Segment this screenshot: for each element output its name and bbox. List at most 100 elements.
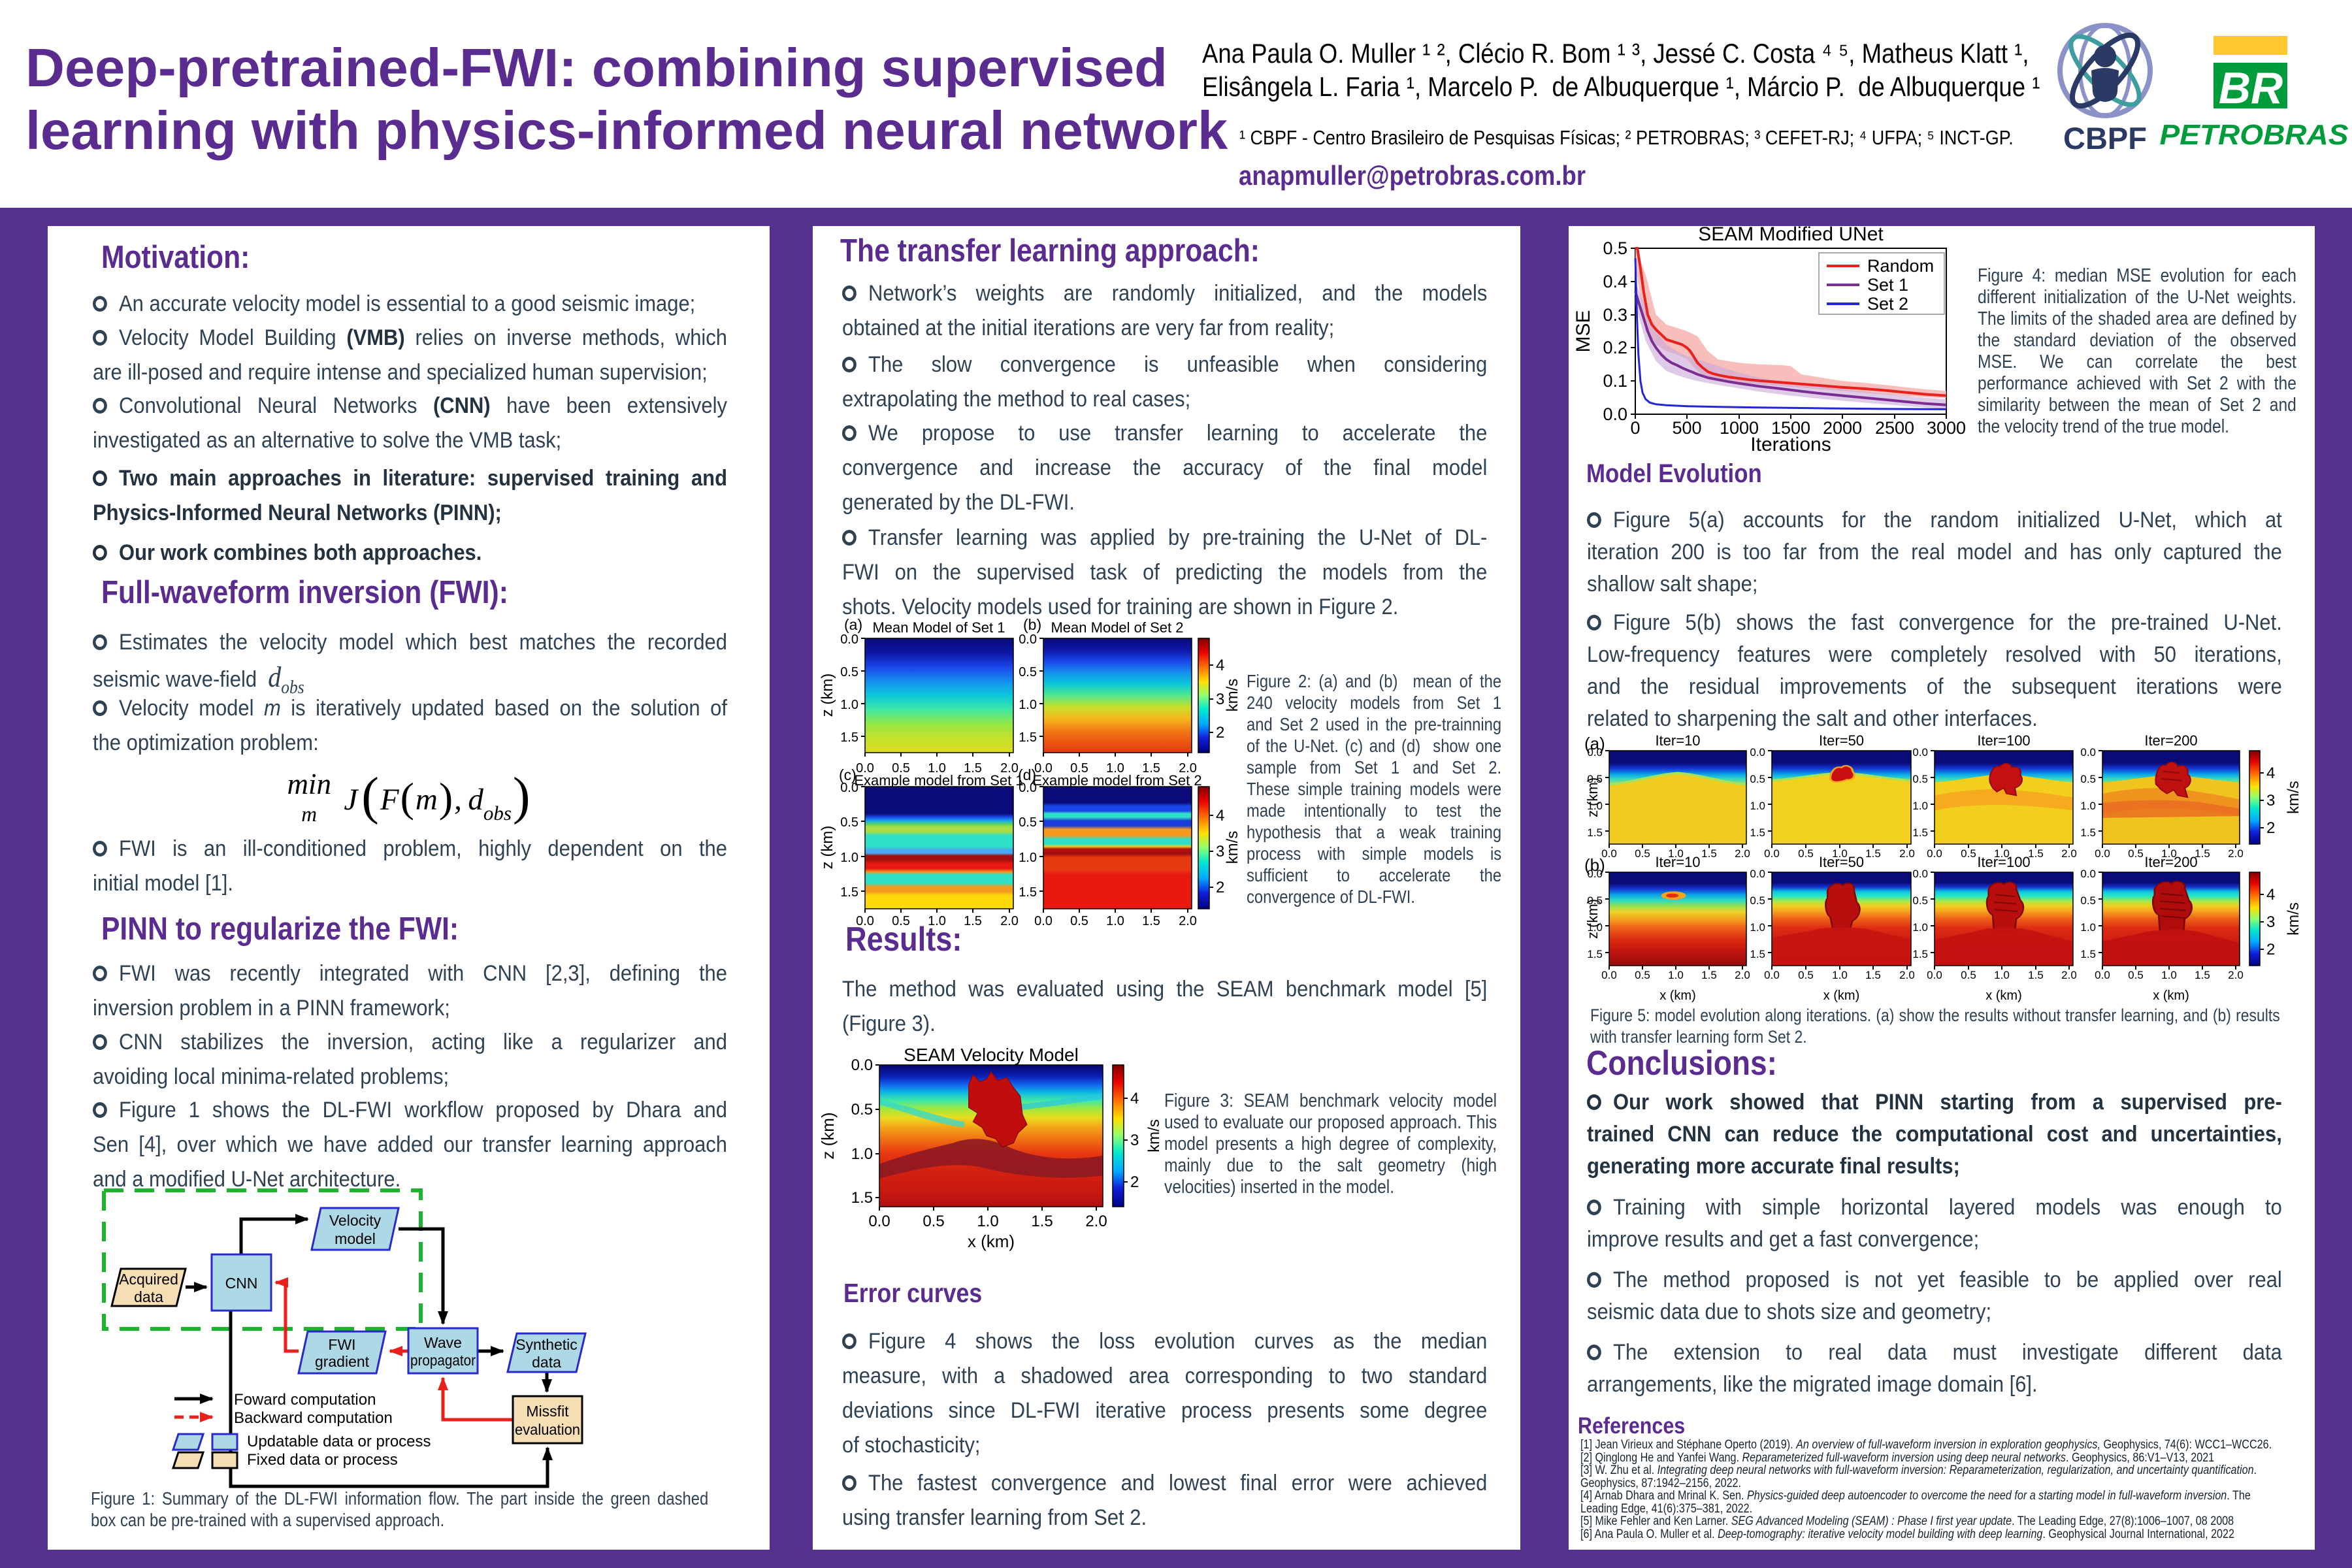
svg-text:data: data [532, 1354, 561, 1371]
svg-text:z (km): z (km) [1584, 777, 1601, 817]
svg-text:1.5: 1.5 [1031, 1213, 1053, 1230]
svg-text:2.0: 2.0 [2228, 847, 2244, 860]
svg-text:2.0: 2.0 [1735, 969, 1750, 981]
svg-text:1.0: 1.0 [1019, 698, 1037, 712]
svg-text:0.5: 0.5 [1912, 894, 1928, 907]
svg-text:x (km): x (km) [968, 1232, 1015, 1251]
svg-text:Example model from Set 2: Example model from Set 2 [1032, 772, 1201, 789]
svg-text:0.0: 0.0 [1601, 847, 1617, 860]
svg-text:0.0: 0.0 [856, 761, 874, 776]
svg-text:0.0: 0.0 [1034, 914, 1053, 928]
svg-text:1.5: 1.5 [851, 1189, 873, 1207]
svg-text:1.5: 1.5 [1142, 761, 1160, 776]
svg-text:0.0: 0.0 [1601, 969, 1617, 981]
svg-text:0.0: 0.0 [2080, 746, 2096, 759]
svg-text:MSE: MSE [1575, 310, 1594, 352]
svg-text:0.5: 0.5 [1798, 969, 1814, 981]
svg-text:z (km): z (km) [1584, 899, 1601, 939]
svg-text:1.0: 1.0 [1750, 921, 1765, 934]
svg-text:0.0: 0.0 [1927, 969, 1942, 981]
svg-text:0.0: 0.0 [840, 632, 858, 647]
svg-text:SEAM Velocity Model: SEAM Velocity Model [904, 1045, 1079, 1065]
svg-text:(b): (b) [1023, 616, 1041, 633]
svg-text:0.5: 0.5 [2128, 969, 2144, 981]
svg-text:0.5: 0.5 [1587, 773, 1603, 785]
svg-text:4: 4 [1216, 657, 1224, 674]
svg-text:(a): (a) [844, 616, 862, 633]
svg-text:1.0: 1.0 [1668, 969, 1684, 981]
svg-text:0.5: 0.5 [2128, 847, 2144, 860]
svg-text:1.5: 1.5 [1587, 948, 1603, 960]
svg-text:500: 500 [1672, 418, 1701, 438]
svg-text:3000: 3000 [1927, 418, 1966, 438]
svg-text:0.0: 0.0 [840, 781, 858, 795]
svg-text:4: 4 [1130, 1090, 1139, 1107]
svg-text:0.5: 0.5 [1750, 894, 1765, 907]
svg-text:Iter=100: Iter=100 [1977, 732, 2030, 749]
svg-text:1.0: 1.0 [2080, 800, 2096, 812]
svg-text:0.5: 0.5 [892, 914, 910, 928]
svg-text:1.0: 1.0 [840, 851, 858, 865]
svg-text:2500: 2500 [1875, 418, 1914, 438]
svg-text:Iter=50: Iter=50 [1819, 732, 1864, 749]
svg-text:1.5: 1.5 [2195, 969, 2210, 981]
svg-text:x (km): x (km) [1659, 988, 1696, 1003]
svg-text:1.5: 1.5 [840, 730, 858, 745]
svg-text:Set 2: Set 2 [1867, 294, 1908, 314]
svg-text:Updatable data or process: Updatable data or process [247, 1433, 431, 1450]
svg-text:1.5: 1.5 [2195, 847, 2210, 860]
svg-text:1.0: 1.0 [2161, 847, 2177, 860]
svg-text:1.5: 1.5 [1142, 914, 1160, 928]
svg-text:Set 1: Set 1 [1867, 275, 1908, 295]
svg-text:CBPF: CBPF [2063, 121, 2147, 155]
svg-text:2: 2 [1216, 724, 1224, 742]
svg-text:gradient: gradient [315, 1353, 370, 1370]
svg-text:Acquired: Acquired [119, 1271, 178, 1288]
svg-text:4: 4 [1216, 807, 1224, 825]
svg-text:Iterations: Iterations [1750, 434, 1831, 455]
svg-text:0.0: 0.0 [1912, 746, 1928, 759]
svg-text:1000: 1000 [1720, 418, 1759, 438]
svg-text:PETROBRAS: PETROBRAS [2160, 119, 2349, 151]
svg-text:0.4: 0.4 [1603, 272, 1627, 291]
svg-text:1.0: 1.0 [1750, 800, 1765, 812]
svg-text:0.0: 0.0 [1587, 868, 1603, 880]
svg-text:Mean Model of Set 1: Mean Model of Set 1 [872, 619, 1005, 636]
svg-text:0.5: 0.5 [1912, 773, 1928, 785]
svg-text:0.1: 0.1 [1603, 371, 1627, 391]
svg-text:0.0: 0.0 [868, 1213, 890, 1230]
svg-text:2.0: 2.0 [2228, 969, 2244, 981]
svg-text:2.0: 2.0 [1179, 914, 1197, 928]
svg-text:0.5: 0.5 [1070, 914, 1088, 928]
svg-text:2.0: 2.0 [1000, 914, 1019, 928]
svg-text:2000: 2000 [1823, 418, 1862, 438]
svg-text:Wave: Wave [424, 1334, 462, 1351]
svg-text:Missfit: Missfit [526, 1403, 569, 1420]
svg-text:0: 0 [1630, 418, 1640, 438]
svg-text:Backward computation: Backward computation [234, 1409, 393, 1427]
svg-text:1.0: 1.0 [1994, 969, 2010, 981]
svg-text:0.5: 0.5 [1019, 665, 1037, 679]
svg-text:0.5: 0.5 [840, 665, 858, 679]
svg-text:Iter=100: Iter=100 [1977, 854, 2030, 870]
svg-text:1.0: 1.0 [1912, 921, 1928, 934]
svg-text:1.5: 1.5 [1701, 847, 1717, 860]
svg-text:FWI: FWI [328, 1336, 355, 1353]
svg-text:model: model [335, 1230, 376, 1247]
svg-text:Mean Model of Set 2: Mean Model of Set 2 [1051, 619, 1183, 636]
svg-text:2: 2 [1130, 1173, 1139, 1191]
svg-text:1.0: 1.0 [1587, 921, 1603, 934]
svg-text:z (km): z (km) [818, 1112, 838, 1159]
svg-text:data: data [134, 1288, 163, 1305]
svg-text:2: 2 [2266, 941, 2275, 958]
svg-text:1.5: 1.5 [2028, 847, 2044, 860]
svg-text:km/s: km/s [1224, 679, 1241, 712]
svg-text:0.5: 0.5 [1798, 847, 1814, 860]
svg-text:Foward computation: Foward computation [234, 1391, 376, 1409]
svg-text:1.5: 1.5 [1701, 969, 1717, 981]
svg-text:3: 3 [1130, 1132, 1139, 1149]
svg-text:CNN: CNN [225, 1275, 258, 1292]
svg-text:0.5: 0.5 [1635, 847, 1650, 860]
svg-text:Iter=10: Iter=10 [1655, 854, 1700, 870]
svg-text:1.5: 1.5 [1865, 847, 1881, 860]
